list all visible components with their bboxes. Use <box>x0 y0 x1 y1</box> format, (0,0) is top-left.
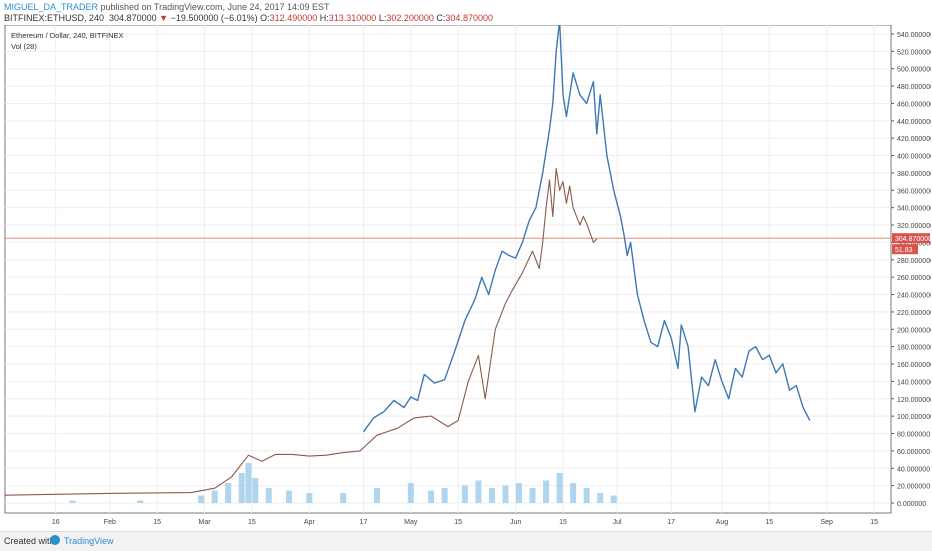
x-tick-label: 16 <box>52 519 60 526</box>
y-tick-label: 480.000000 <box>897 84 931 91</box>
volume-bar <box>584 488 590 503</box>
volume-bar <box>137 501 143 504</box>
publish-info: MIGUEL_DA_TRADER published on TradingVie… <box>4 2 330 12</box>
volume-bar <box>516 483 522 503</box>
tradingview-logo-icon <box>50 535 60 545</box>
y-tick-label: 500.000000 <box>897 67 931 74</box>
change-value: −19.500000 (−6.01%) <box>171 13 258 23</box>
y-tick-label: 220.000000 <box>897 310 931 317</box>
x-tick-label: Feb <box>104 519 116 526</box>
y-tick-label: 420.000000 <box>897 136 931 143</box>
volume-bar <box>570 483 576 503</box>
y-tick-label: 280.000000 <box>897 258 931 265</box>
volume-bar <box>286 491 292 504</box>
y-tick-label: 320.000000 <box>897 223 931 230</box>
footer: Created with TradingView <box>0 531 932 551</box>
volume-bar <box>245 463 251 503</box>
plot-area <box>5 25 891 513</box>
y-tick-label: 40.000000 <box>897 466 930 473</box>
volume-bar <box>225 483 231 503</box>
volume-bar <box>557 473 563 503</box>
volume-bar <box>266 488 272 503</box>
volume-bar <box>306 493 312 503</box>
last-price: 304.870000 <box>109 13 157 23</box>
y-tick-label: 240.000000 <box>897 293 931 300</box>
x-tick-label: Apr <box>304 519 316 526</box>
volume-bar <box>70 501 76 504</box>
y-tick-label: 260.000000 <box>897 275 931 282</box>
volume-bar <box>475 481 481 504</box>
ohlc-info: BITFINEX:ETHUSD, 240 304.870000 ▼ −19.50… <box>4 13 493 23</box>
volume-bar <box>374 488 380 503</box>
volume-bar <box>408 483 414 503</box>
volume-bar <box>428 491 434 504</box>
close-value: 304.870000 <box>445 13 493 23</box>
price-chart[interactable]: 0.000000 20.000000 40.000000 60.000000 80.00… <box>3 25 931 531</box>
created-with-text: Created with <box>4 536 55 546</box>
open-value: 312.490000 <box>270 13 318 23</box>
x-tick-label: 15 <box>454 519 462 526</box>
volume-tag-text: 51.83 <box>895 247 913 254</box>
volume-bar <box>597 493 603 503</box>
high-label: H: <box>320 13 329 23</box>
y-tick-label: 520.000000 <box>897 49 931 56</box>
open-label: O: <box>260 13 270 23</box>
chart-frame[interactable]: 0.000000 20.000000 40.000000 60.000000 80.00… <box>3 25 931 531</box>
volume-bar <box>442 488 448 503</box>
y-tick-label: 540.000000 <box>897 32 931 39</box>
volume-bar <box>239 473 245 503</box>
published-text: published on TradingView.com, June 24, 2… <box>98 2 330 12</box>
x-tick-label: May <box>404 519 418 526</box>
tradingview-link[interactable]: TradingView <box>64 536 114 546</box>
x-tick-label: Mar <box>198 519 211 526</box>
y-tick-label: 180.000000 <box>897 345 931 352</box>
volume-label: Vol (28) <box>11 42 37 51</box>
volume-bar <box>611 496 617 504</box>
x-tick-label: 15 <box>248 519 256 526</box>
y-tick-label: 460.000000 <box>897 101 931 108</box>
volume-bar <box>212 491 218 504</box>
volume-bar <box>198 496 204 504</box>
x-tick-label: 15 <box>559 519 567 526</box>
x-tick-label: 17 <box>667 519 675 526</box>
y-tick-label: 380.000000 <box>897 171 931 178</box>
y-tick-label: 100.000000 <box>897 414 931 421</box>
high-value: 313.310000 <box>329 13 377 23</box>
volume-bar <box>462 486 468 504</box>
y-tick-label: 120.000000 <box>897 397 931 404</box>
low-value: 302.200000 <box>386 13 434 23</box>
x-tick-label: 15 <box>870 519 878 526</box>
volume-bar <box>543 481 549 504</box>
symbol-label: BITFINEX:ETHUSD, 240 <box>4 13 104 23</box>
x-tick-label: 17 <box>360 519 368 526</box>
legend-title: Ethereum / Dollar, 240, BITFINEX <box>11 31 124 40</box>
x-tick-label: 15 <box>153 519 161 526</box>
volume-bar <box>252 478 258 503</box>
y-tick-label: 60.000000 <box>897 449 930 456</box>
volume-bar <box>530 488 536 503</box>
x-tick-label: Aug <box>716 519 729 526</box>
y-tick-label: 140.000000 <box>897 379 931 386</box>
y-tick-label: 400.000000 <box>897 154 931 161</box>
volume-bar <box>340 493 346 503</box>
author-link[interactable]: MIGUEL_DA_TRADER <box>4 2 98 12</box>
y-tick-label: 0.000000 <box>897 501 926 508</box>
x-tick-label: 15 <box>765 519 773 526</box>
volume-bar <box>489 488 495 503</box>
x-tick-label: Jul <box>613 519 622 526</box>
y-tick-label: 440.000000 <box>897 119 931 126</box>
y-tick-label: 360.000000 <box>897 188 931 195</box>
down-arrow-icon: ▼ <box>159 13 168 23</box>
y-tick-label: 200.000000 <box>897 327 931 334</box>
x-tick-label: Jun <box>510 519 521 526</box>
y-tick-label: 340.000000 <box>897 206 931 213</box>
volume-bar <box>502 486 508 504</box>
y-tick-label: 160.000000 <box>897 362 931 369</box>
x-tick-label: Sep <box>821 519 834 526</box>
last-price-tag-text: 304.870000 <box>895 236 931 243</box>
y-tick-label: 80.000000 <box>897 432 930 439</box>
y-tick-label: 20.000000 <box>897 484 930 491</box>
